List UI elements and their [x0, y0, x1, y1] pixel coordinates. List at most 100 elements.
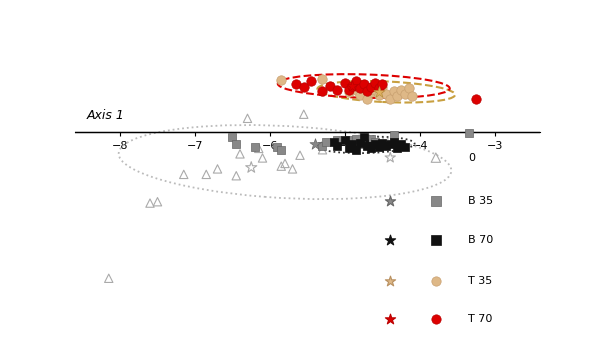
- Point: [232, 173, 241, 179]
- Point: [332, 137, 342, 143]
- Point: [389, 88, 398, 94]
- Point: [250, 144, 260, 150]
- Point: [310, 142, 320, 147]
- Point: [464, 130, 473, 136]
- Text: 0: 0: [468, 153, 475, 163]
- Point: [431, 278, 440, 283]
- Text: B 70: B 70: [468, 235, 493, 245]
- Point: [352, 136, 361, 142]
- Point: [272, 144, 282, 150]
- Point: [362, 96, 372, 102]
- Point: [367, 145, 376, 151]
- Point: [145, 200, 155, 206]
- Point: [362, 88, 372, 94]
- Point: [385, 96, 395, 102]
- Point: [362, 142, 372, 147]
- Text: Axis 1: Axis 1: [86, 109, 124, 122]
- Point: [389, 139, 398, 144]
- Point: [385, 198, 395, 204]
- Point: [247, 165, 256, 170]
- Point: [370, 87, 380, 93]
- Point: [347, 83, 357, 88]
- Point: [152, 199, 162, 205]
- Point: [397, 87, 406, 93]
- Point: [295, 152, 305, 158]
- Point: [359, 142, 368, 147]
- Point: [385, 317, 395, 322]
- Point: [280, 161, 290, 166]
- Point: [104, 276, 113, 281]
- Point: [378, 140, 388, 146]
- Point: [277, 77, 286, 83]
- Point: [318, 88, 328, 94]
- Point: [359, 81, 368, 87]
- Point: [227, 135, 237, 140]
- Point: [359, 135, 368, 140]
- Point: [431, 198, 440, 204]
- Point: [370, 139, 380, 144]
- Point: [392, 94, 402, 99]
- Point: [202, 172, 211, 177]
- Point: [400, 144, 410, 150]
- Point: [347, 142, 357, 147]
- Point: [242, 116, 252, 121]
- Point: [307, 79, 316, 84]
- Point: [382, 91, 391, 96]
- Point: [340, 137, 350, 143]
- Point: [389, 132, 398, 137]
- Point: [378, 84, 388, 90]
- Point: [385, 237, 395, 243]
- Point: [277, 147, 286, 152]
- Point: [332, 143, 342, 149]
- Point: [355, 92, 365, 98]
- Point: [344, 145, 353, 151]
- Point: [344, 89, 353, 95]
- Point: [382, 143, 391, 149]
- Point: [179, 172, 188, 177]
- Point: [332, 87, 342, 93]
- Point: [374, 86, 383, 91]
- Point: [232, 142, 241, 147]
- Point: [385, 142, 395, 147]
- Point: [359, 84, 368, 90]
- Point: [318, 143, 328, 149]
- Point: [408, 94, 418, 99]
- Point: [344, 137, 353, 143]
- Point: [392, 145, 402, 151]
- Point: [254, 145, 263, 151]
- Point: [431, 317, 440, 322]
- Point: [400, 91, 410, 96]
- Point: [318, 147, 328, 152]
- Point: [277, 164, 286, 169]
- Point: [367, 84, 376, 90]
- Point: [347, 83, 357, 88]
- Point: [299, 111, 308, 117]
- Point: [329, 139, 338, 144]
- Point: [352, 79, 361, 84]
- Point: [431, 155, 440, 160]
- Text: B 35: B 35: [468, 196, 493, 206]
- Point: [367, 89, 376, 95]
- Point: [322, 139, 331, 144]
- Point: [374, 89, 383, 95]
- Point: [370, 80, 380, 86]
- Point: [385, 278, 395, 283]
- Text: T 70: T 70: [468, 315, 492, 324]
- Point: [404, 86, 413, 91]
- Point: [385, 155, 395, 160]
- Point: [235, 151, 245, 157]
- Point: [370, 142, 380, 147]
- Point: [325, 83, 335, 88]
- Point: [352, 147, 361, 152]
- Text: T 35: T 35: [468, 276, 492, 286]
- Point: [374, 144, 383, 150]
- Point: [344, 87, 353, 93]
- Point: [355, 86, 365, 91]
- Point: [431, 237, 440, 243]
- Point: [362, 143, 372, 149]
- Point: [367, 136, 376, 142]
- Point: [287, 166, 297, 172]
- Point: [257, 155, 267, 161]
- Point: [292, 81, 301, 87]
- Point: [318, 76, 328, 81]
